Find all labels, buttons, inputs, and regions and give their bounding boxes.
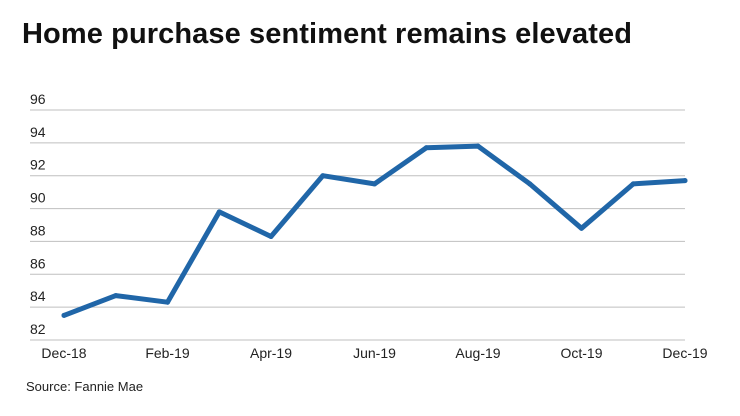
data-point-Jan-19 xyxy=(113,293,119,299)
data-point-May-19 xyxy=(320,173,326,179)
data-point-Apr-19 xyxy=(268,234,274,239)
y-tick-label: 94 xyxy=(30,124,46,140)
data-point-Sep-19 xyxy=(527,181,533,187)
x-tick-label: Jun-19 xyxy=(353,345,396,361)
y-tick-label: 88 xyxy=(30,222,46,238)
y-tick-label: 84 xyxy=(30,288,46,304)
x-tick-label: Dec-19 xyxy=(662,345,707,361)
x-tick-label: Oct-19 xyxy=(560,345,602,361)
data-point-Aug-19 xyxy=(475,143,481,149)
grid-lines xyxy=(30,109,685,341)
y-tick-label: 96 xyxy=(30,91,46,107)
chart-title: Home purchase sentiment remains elevated xyxy=(22,18,633,50)
x-tick-label: Aug-19 xyxy=(455,345,500,361)
series-layer xyxy=(61,143,688,318)
data-point-Jun-19 xyxy=(372,181,377,187)
y-tick-label: 92 xyxy=(30,157,46,173)
data-point-Dec-18 xyxy=(61,312,67,318)
y-tick-label: 82 xyxy=(30,321,46,337)
x-axis-ticks: Dec-18 Feb-19 Apr-19 Jun-19 Aug-19 Oct-19 Dec-… xyxy=(41,345,707,361)
series-line-0 xyxy=(61,143,688,318)
data-point-Dec-19 xyxy=(682,178,688,184)
data-point-Mar-19 xyxy=(216,209,222,215)
data-point-Jul-19 xyxy=(423,145,429,151)
y-tick-label: 90 xyxy=(30,190,46,206)
y-tick-label: 86 xyxy=(30,255,46,271)
x-tick-label: Feb-19 xyxy=(145,345,190,361)
y-axis-ticks: 82 84 86 88 90 92 94 96 xyxy=(30,91,46,337)
data-point-Feb-19 xyxy=(165,299,170,305)
data-point-Nov-19 xyxy=(630,181,636,187)
source-note: Source: Fannie Mae xyxy=(26,379,144,394)
data-point-Oct-19 xyxy=(579,225,584,231)
x-tick-label: Apr-19 xyxy=(250,345,292,361)
x-tick-label: Dec-18 xyxy=(41,345,86,361)
